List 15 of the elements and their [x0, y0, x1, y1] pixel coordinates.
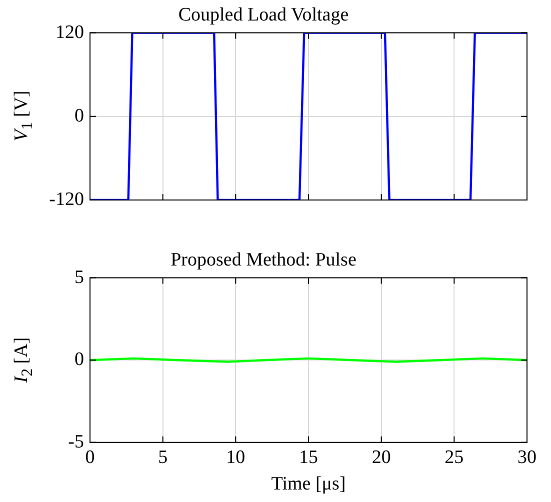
y-tick-label: -120	[49, 188, 84, 210]
chart-title: Proposed Method: Pulse	[170, 249, 356, 270]
x-tick-label: 15	[299, 446, 318, 468]
x-tick-label: 20	[372, 446, 391, 468]
x-tick-label: 25	[444, 446, 464, 468]
x-tick-label: 5	[158, 446, 168, 468]
x-tick-label: 30	[518, 446, 536, 468]
x-axis-title: Time [μs]	[271, 474, 346, 495]
y-tick-label: 120	[56, 22, 84, 43]
y-tick-label: 0	[74, 105, 84, 126]
x-tick-label: 10	[226, 446, 246, 468]
y-tick-label: 0	[74, 349, 84, 370]
y-tick-label: 5	[74, 266, 84, 288]
y-tick-label: -5	[68, 431, 84, 452]
chart-title: Coupled Load Voltage	[178, 4, 349, 26]
